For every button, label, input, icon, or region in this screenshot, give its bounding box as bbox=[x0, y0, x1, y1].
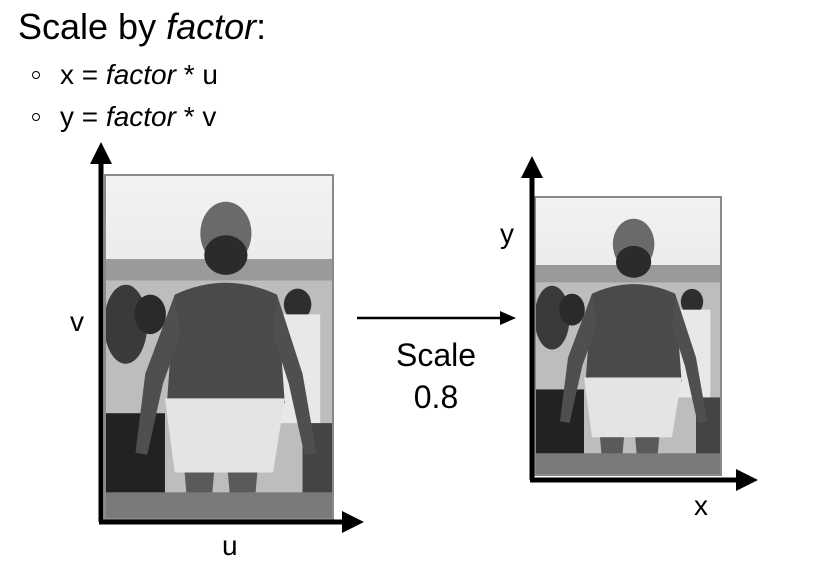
bullet-circle-icon bbox=[32, 113, 40, 121]
title-suffix: : bbox=[256, 6, 267, 47]
formula-y-rhs: * v bbox=[175, 101, 217, 132]
source-photo-graphic bbox=[106, 176, 332, 518]
formula-x-rhs: * u bbox=[175, 59, 218, 90]
source-vertical-label: v bbox=[70, 306, 84, 337]
formula-y-factor: factor bbox=[105, 101, 176, 132]
transform-arrowhead-icon bbox=[500, 311, 516, 325]
bullet-circle-icon bbox=[32, 71, 40, 79]
operation-name: Scale bbox=[395, 337, 477, 373]
title-prefix: Scale by bbox=[18, 6, 167, 47]
target-vertical-label: y bbox=[500, 218, 514, 249]
source-horizontal-arrowhead-icon bbox=[342, 511, 364, 533]
target-horizontal-arrowhead-icon bbox=[736, 469, 758, 491]
formula-x-lhs: x = bbox=[60, 59, 106, 90]
slide-title: Scale by factor: bbox=[18, 6, 266, 48]
formula-x-factor: factor bbox=[105, 59, 176, 90]
scaled-photo-graphic bbox=[536, 198, 720, 474]
formula-list: x = factor * u y = factor * v bbox=[32, 54, 218, 138]
formula-y-lhs: y = bbox=[60, 101, 106, 132]
operation-label: Scale 0.8 bbox=[386, 334, 486, 418]
source-horizontal-label: u bbox=[222, 530, 238, 561]
target-vertical-arrowhead-icon bbox=[521, 156, 543, 178]
source-image bbox=[104, 174, 334, 520]
target-horizontal-label: x bbox=[694, 490, 708, 521]
formula-x: x = factor * u bbox=[32, 54, 218, 96]
operation-value: 0.8 bbox=[413, 379, 459, 415]
scaled-image bbox=[534, 196, 722, 476]
title-factor: factor bbox=[166, 6, 257, 47]
formula-y: y = factor * v bbox=[32, 96, 218, 138]
source-vertical-arrowhead-icon bbox=[90, 142, 112, 164]
